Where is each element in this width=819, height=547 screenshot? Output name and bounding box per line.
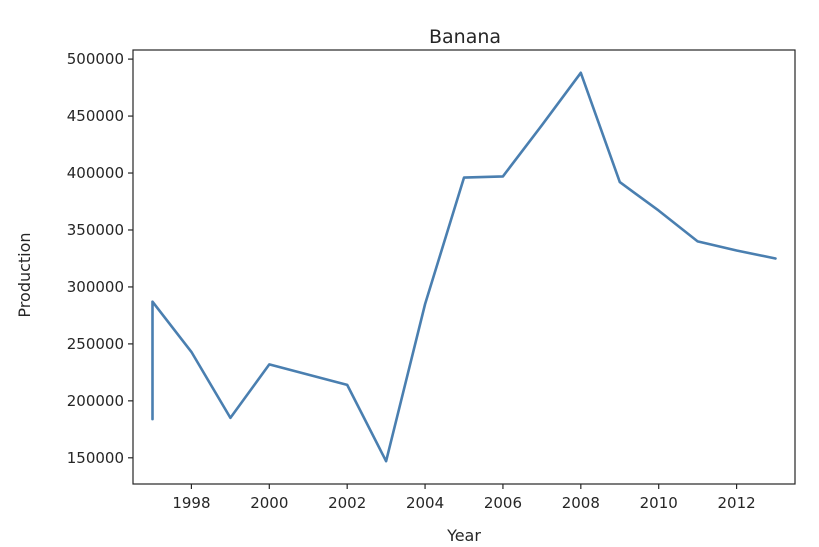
- y-axis: 150000 200000 250000 300000 350000 400000 4500…: [67, 50, 133, 467]
- y-tick-label: 150000: [67, 449, 124, 467]
- chart-title: Banana: [429, 26, 501, 48]
- x-tick-label: 2004: [406, 494, 444, 512]
- x-tick-label: 1998: [172, 494, 210, 512]
- plot-area-frame: [132, 49, 796, 485]
- x-axis-label: Year: [446, 526, 481, 545]
- y-tick-label: 500000: [67, 50, 124, 68]
- x-tick-label: 2008: [562, 494, 600, 512]
- x-tick-label: 2002: [328, 494, 366, 512]
- x-axis: 1998 2000 2002 2004 2006 2008 2010 2012: [172, 484, 756, 512]
- y-tick-label: 200000: [67, 392, 124, 410]
- series-layer: [151, 71, 777, 463]
- x-tick-label: 2012: [717, 494, 755, 512]
- y-axis-label: Production: [15, 232, 34, 317]
- x-tick-label: 2006: [484, 494, 522, 512]
- x-tick-label: 2010: [640, 494, 678, 512]
- y-tick-label: 350000: [67, 221, 124, 239]
- y-tick-label: 300000: [67, 278, 124, 296]
- x-tick-label: 2000: [250, 494, 288, 512]
- y-tick-label: 250000: [67, 335, 124, 353]
- y-tick-label: 450000: [67, 107, 124, 125]
- y-tick-label: 400000: [67, 164, 124, 182]
- series-line: [151, 71, 777, 463]
